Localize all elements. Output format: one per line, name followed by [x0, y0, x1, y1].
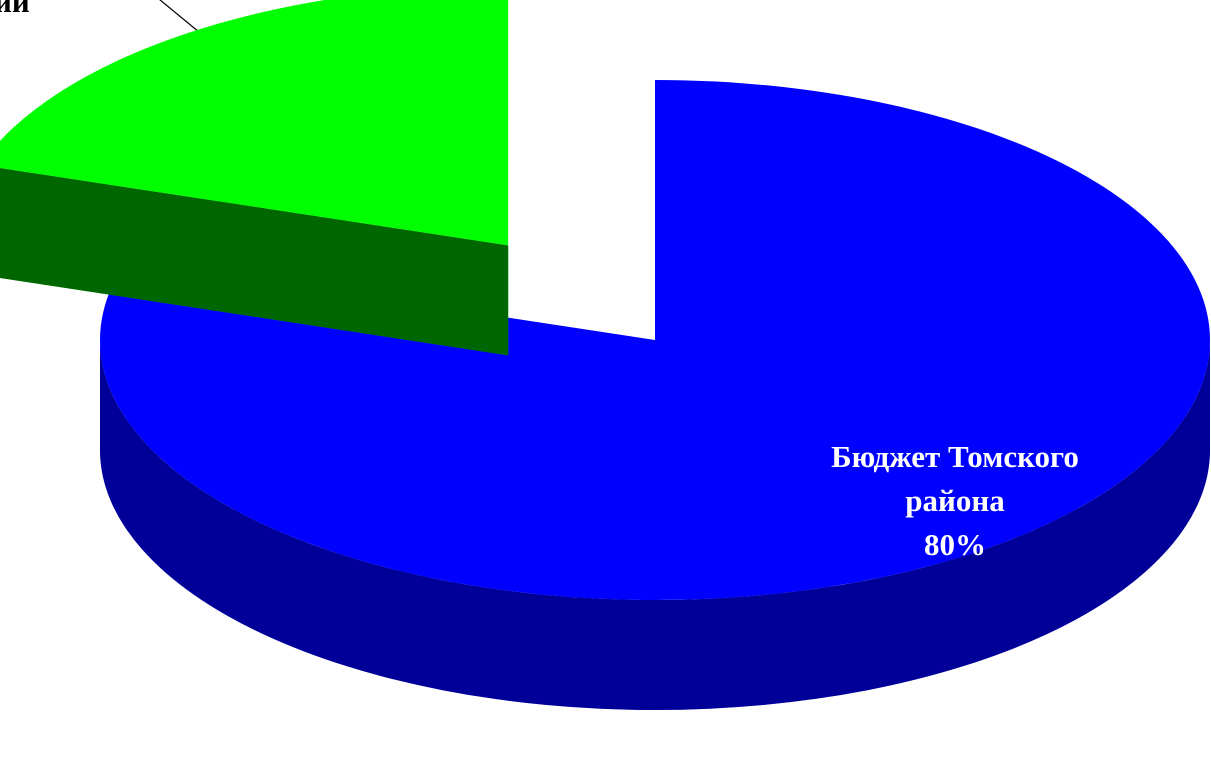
slice-top [0, 0, 509, 246]
category-label: ии [0, 0, 30, 19]
slice-label: ии [0, 0, 114, 24]
category-label: Бюджет Томского района [831, 439, 1079, 518]
slice-side [100, 340, 1210, 710]
slice-cut-shade [0, 167, 509, 356]
value-label: 80% [924, 527, 986, 562]
slice-top [99, 80, 1210, 600]
slice-label: Бюджет Томского района 80% [790, 435, 1120, 567]
slice-side-shade [100, 340, 1210, 710]
pie-slice [0, 0, 509, 356]
pie-slice [99, 80, 1210, 710]
